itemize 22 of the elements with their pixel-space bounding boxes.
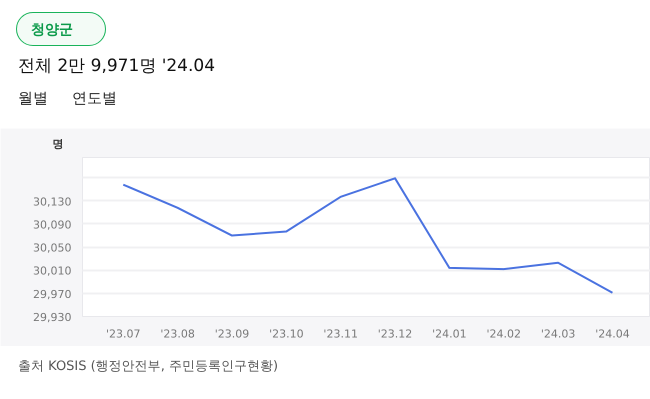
x-tick-label: '24.04 xyxy=(595,328,630,340)
x-tick-label: '23.08 xyxy=(160,328,195,340)
y-tick-label: 30,130 xyxy=(33,195,72,208)
y-tick-label: 29,930 xyxy=(33,311,72,324)
x-tick-label: '23.10 xyxy=(269,328,304,340)
y-tick-label: 30,090 xyxy=(33,218,72,232)
x-tick-label: '24.03 xyxy=(540,328,576,340)
x-tick-label: '23.09 xyxy=(214,328,250,340)
x-tick-label: '23.07 xyxy=(106,328,141,340)
x-tick-label: '24.02 xyxy=(486,328,521,340)
line-series xyxy=(122,177,614,294)
x-tick-label: '23.12 xyxy=(378,328,412,340)
y-tick-label: 29,970 xyxy=(33,288,72,301)
y-tick-label: 30,010 xyxy=(33,264,72,278)
y-tick-label: 30,050 xyxy=(33,242,72,255)
chart-title: 청양군 xyxy=(31,21,73,40)
text: 월별 연도별 xyxy=(18,89,117,107)
x-tick-label: '23.11 xyxy=(323,328,358,340)
chart-subtitle: 전체 2만 9,971명 '24.04 xyxy=(18,55,216,78)
x-tick-label: '24.01 xyxy=(432,328,467,340)
y-axis-title: 명 xyxy=(52,138,64,150)
source-note: 출처 KOSIS (행정안전부, 주민등록인구현황) xyxy=(18,358,278,376)
